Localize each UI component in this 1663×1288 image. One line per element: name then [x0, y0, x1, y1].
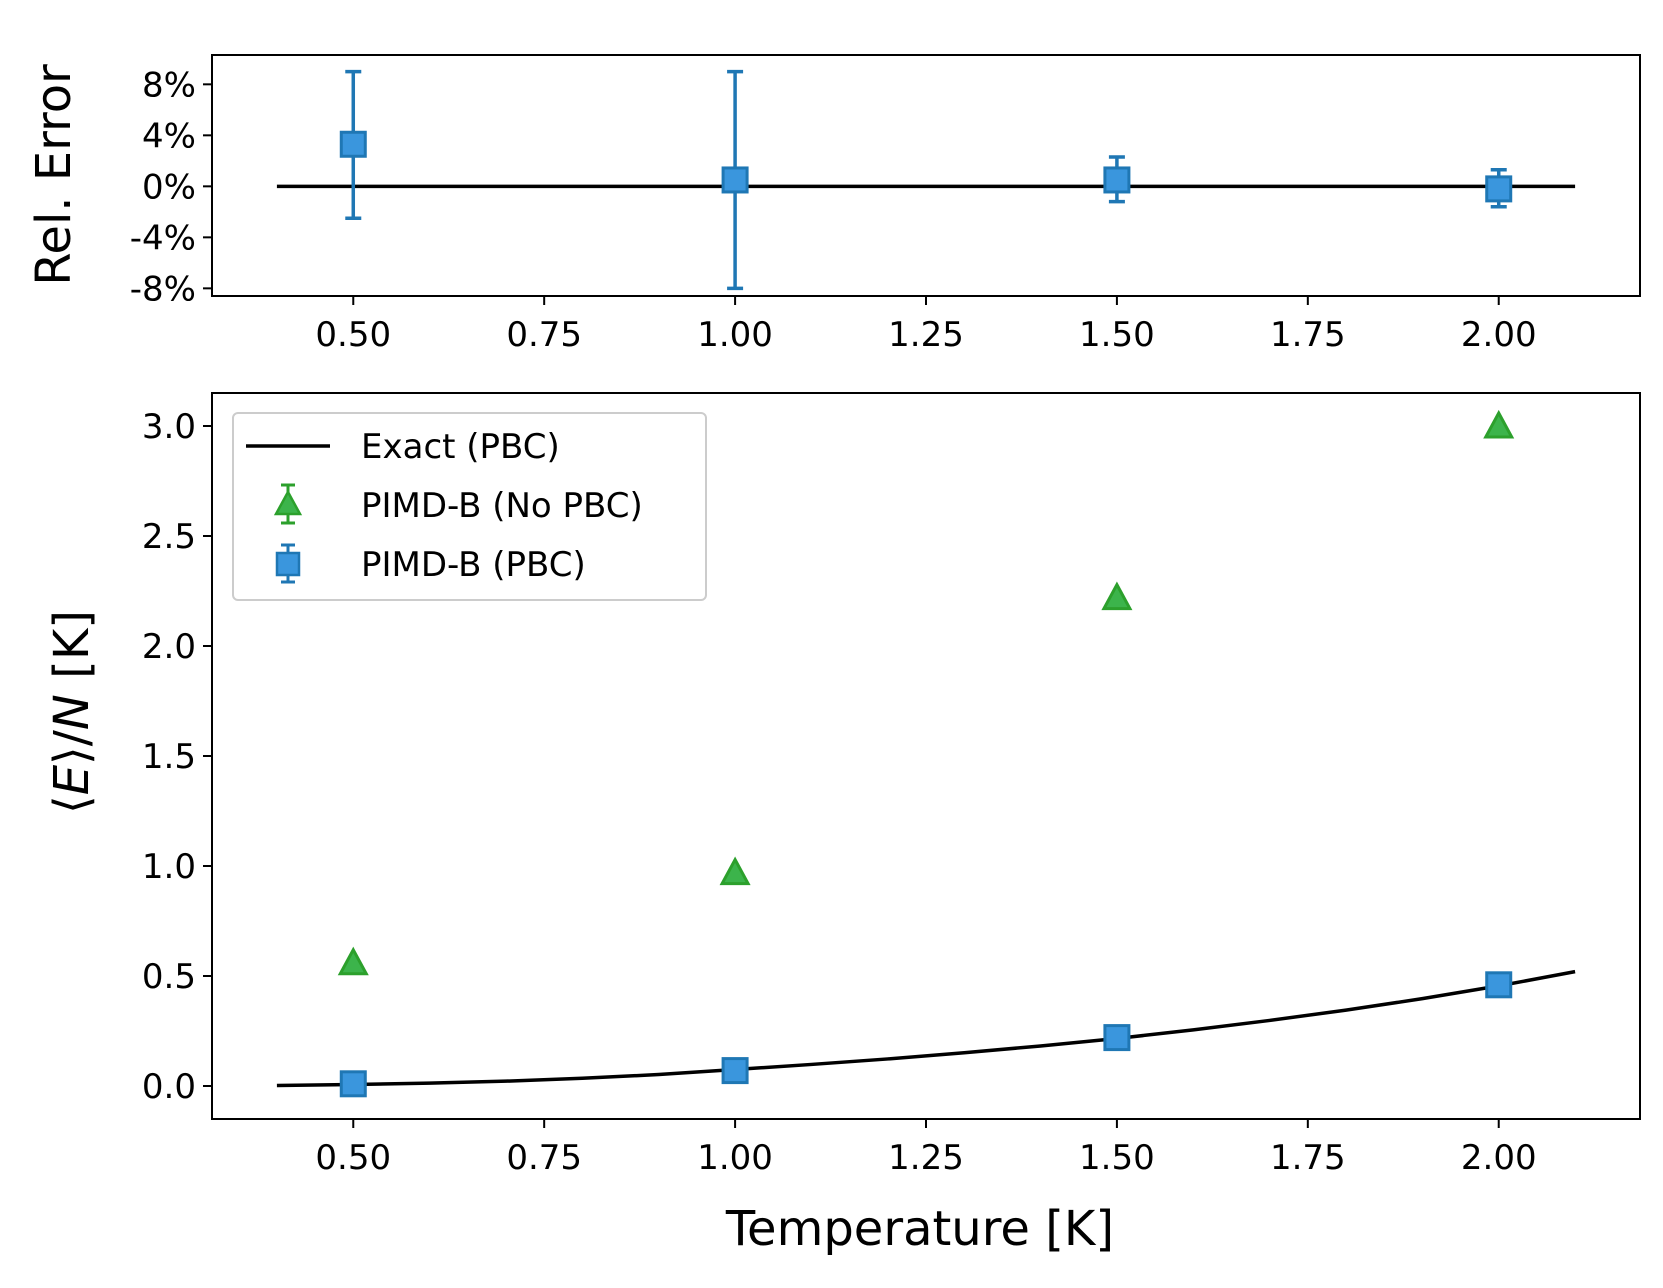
legend: Exact (PBC) PIMD-B (No PBC) PIMD-B (PBC) — [232, 412, 707, 601]
bottom-points — [337, 409, 1515, 1098]
top-point-pbc-2 — [1103, 166, 1131, 194]
top-panel: 0.50 0.75 1.00 1.25 1.50 1.75 2.00 8% 4% 0% -4% -8… — [26, 54, 1641, 355]
x-tick-label-1: 0.75 — [506, 1138, 582, 1178]
ylabel-unit: [K] — [44, 610, 100, 694]
top-x-tick-label-2: 1.00 — [697, 315, 773, 355]
legend-label-pbc: PIMD-B (PBC) — [361, 545, 586, 585]
ylabel-energy-symbol: E — [44, 764, 100, 795]
bottom-y-ticks: 0.0 0.5 1.0 1.5 2.0 2.5 3.0 — [142, 407, 212, 1107]
top-x-tick-label-3: 1.25 — [888, 315, 964, 355]
top-y-ticks: 8% 4% 0% -4% -8% — [130, 65, 212, 309]
x-tick-label-4: 1.50 — [1079, 1138, 1155, 1178]
legend-marker-no-pbc — [273, 483, 303, 525]
y-tick-label-2: 1.0 — [142, 847, 196, 887]
top-y-axis-label: Rel. Error — [26, 64, 82, 286]
point-no-pbc-3 — [1483, 409, 1515, 439]
top-x-tick-label-6: 2.00 — [1461, 315, 1537, 355]
y-tick-label-3: 1.5 — [142, 737, 196, 777]
top-x-tick-label-1: 0.75 — [506, 315, 582, 355]
point-pbc-2 — [1103, 1024, 1131, 1052]
top-x-tick-label-0: 0.50 — [315, 315, 391, 355]
x-tick-label-0: 0.50 — [315, 1138, 391, 1178]
bottom-x-ticks: 0.50 0.75 1.00 1.25 1.50 1.75 2.00 — [315, 1119, 1537, 1178]
legend-label-no-pbc: PIMD-B (No PBC) — [361, 486, 643, 526]
legend-box — [232, 412, 707, 601]
top-y-tick-label-2: 0% — [142, 167, 196, 207]
ylabel-close-bracket: ⟩/ — [44, 729, 100, 765]
ylabel-open-bracket: ⟨ — [44, 795, 100, 814]
top-y-tick-label-4: -8% — [130, 269, 196, 309]
bottom-panel: 0.50 0.75 1.00 1.25 1.50 1.75 2.00 0.0 0.5 1.0 1.… — [44, 392, 1641, 1257]
point-no-pbc-1 — [719, 856, 751, 886]
top-point-pbc-3 — [1485, 175, 1513, 203]
point-pbc-1 — [721, 1057, 749, 1085]
top-errorbars — [345, 69, 1507, 291]
exact-pbc-line — [276, 969, 1576, 1088]
point-pbc-0 — [339, 1070, 367, 1098]
top-x-ticks: 0.50 0.75 1.00 1.25 1.50 1.75 2.00 — [315, 296, 1537, 355]
bottom-y-axis-label: ⟨E⟩/N [K] — [44, 610, 100, 814]
top-point-pbc-1 — [721, 166, 749, 194]
top-y-tick-label-0: 8% — [142, 65, 196, 105]
y-tick-label-4: 2.0 — [142, 627, 196, 667]
top-points — [339, 130, 1513, 203]
x-tick-label-3: 1.25 — [888, 1138, 964, 1178]
exact-pbc-curve — [276, 969, 1576, 1088]
y-tick-label-5: 2.5 — [142, 517, 196, 557]
legend-marker-pbc — [275, 543, 301, 584]
point-pbc-3 — [1485, 971, 1513, 999]
top-x-tick-label-4: 1.50 — [1079, 315, 1155, 355]
point-no-pbc-0 — [337, 946, 369, 976]
top-y-tick-label-1: 4% — [142, 116, 196, 156]
ylabel-n-symbol: N — [44, 694, 100, 730]
top-axes-frame — [211, 54, 1641, 297]
x-tick-label-2: 1.00 — [697, 1138, 773, 1178]
legend-label-exact: Exact (PBC) — [361, 427, 560, 467]
x-tick-label-5: 1.75 — [1270, 1138, 1346, 1178]
point-no-pbc-2 — [1101, 581, 1133, 611]
x-tick-label-6: 2.00 — [1461, 1138, 1537, 1178]
top-x-tick-label-5: 1.75 — [1270, 315, 1346, 355]
y-tick-label-6: 3.0 — [142, 407, 196, 447]
top-y-tick-label-3: -4% — [130, 218, 196, 258]
y-tick-label-1: 0.5 — [142, 957, 196, 997]
y-tick-label-0: 0.0 — [142, 1067, 196, 1107]
x-axis-label: Temperature [K] — [725, 1201, 1114, 1257]
top-point-pbc-0 — [339, 130, 367, 158]
